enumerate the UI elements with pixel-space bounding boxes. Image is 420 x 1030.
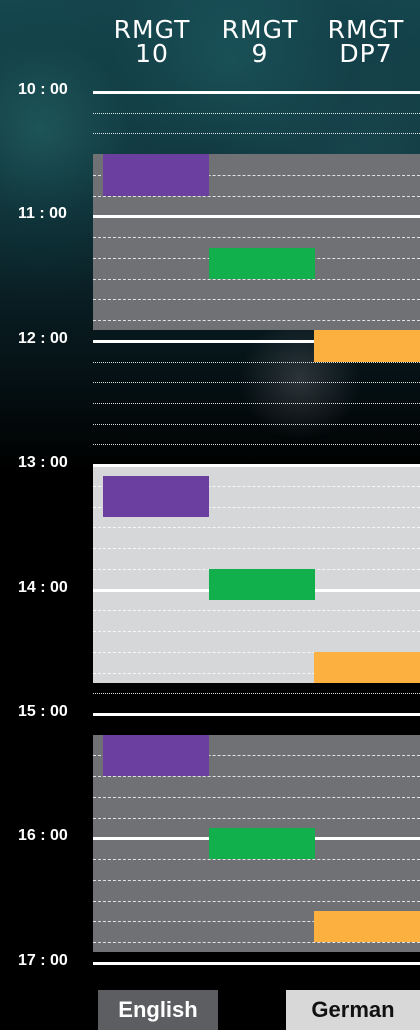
hour-line: [93, 215, 420, 219]
column-header-rmgt-9: RMGT 9: [206, 15, 314, 68]
session-divider-line: [93, 174, 420, 176]
session-divider-line: [93, 859, 420, 861]
time-label: 15 : 00: [18, 703, 68, 720]
session-divider-line: [93, 506, 420, 508]
session-divider-line: [93, 879, 420, 881]
session-divider-line: [93, 651, 420, 653]
column-header-line1: RMGT: [327, 15, 405, 44]
hour-line: [93, 713, 420, 716]
schedule-event-green[interactable]: [209, 247, 315, 279]
session-divider-line: [93, 942, 420, 944]
time-label: 13 : 00: [18, 454, 68, 472]
column-header-line1: RMGT: [113, 15, 191, 44]
time-subdivision-line: [93, 382, 420, 384]
time-label: 10 : 00: [18, 81, 68, 98]
session-divider-line: [93, 921, 420, 923]
time-subdivision-line: [93, 133, 420, 135]
column-header-rmgt-10: RMGT 10: [98, 15, 206, 68]
column-header-rmgt-dp7: RMGT DP7: [312, 15, 420, 68]
session-divider-line: [93, 299, 420, 301]
hour-line: [93, 339, 420, 343]
session-divider-line: [93, 631, 420, 633]
hour-line: [93, 464, 420, 468]
time-label: 12 : 00: [18, 329, 68, 347]
session-divider-line: [93, 320, 420, 322]
schedule-event-purple[interactable]: [103, 734, 209, 777]
time-subdivision-line: [93, 444, 420, 446]
session-divider-line: [93, 527, 420, 529]
column-header-line2: DP7: [339, 39, 393, 68]
session-divider-line: [93, 817, 420, 819]
session-divider-line: [93, 755, 420, 757]
time-label: 14 : 00: [18, 578, 68, 596]
session-divider-line: [93, 796, 420, 798]
schedule-event-purple[interactable]: [103, 154, 209, 196]
schedule-event-orange[interactable]: [314, 651, 420, 683]
column-header-line2: 9: [251, 39, 269, 68]
schedule-event-orange[interactable]: [314, 910, 420, 943]
time-subdivision-line: [93, 112, 420, 114]
schedule-event-purple[interactable]: [103, 475, 209, 518]
time-subdivision-line: [93, 361, 420, 363]
hour-line: [93, 91, 420, 94]
session-divider-line: [93, 485, 420, 487]
hour-line: [93, 961, 420, 965]
session-divider-line: [93, 548, 420, 550]
column-header-line1: RMGT: [221, 15, 299, 44]
schedule-event-orange[interactable]: [314, 330, 420, 362]
time-subdivision-line: [93, 403, 420, 404]
session-divider-line: [93, 278, 420, 280]
session-divider-line: [93, 610, 420, 612]
column-header-line2: 10: [135, 39, 169, 68]
schedule-event-green[interactable]: [209, 828, 315, 860]
german-button[interactable]: German: [286, 990, 420, 1030]
session-divider-line: [93, 900, 420, 902]
time-label: 16 : 00: [18, 827, 68, 845]
session-divider-line: [93, 776, 420, 778]
schedule-event-green[interactable]: [209, 568, 315, 600]
time-label: 11 : 00: [18, 205, 67, 223]
session-divider-line: [93, 237, 420, 239]
english-button[interactable]: English: [98, 990, 218, 1030]
session-divider-line: [93, 195, 420, 197]
session-divider-line: [93, 672, 420, 674]
time-subdivision-line: [93, 423, 420, 425]
time-subdivision-line: [93, 693, 420, 695]
time-label: 17 : 00: [18, 951, 68, 969]
